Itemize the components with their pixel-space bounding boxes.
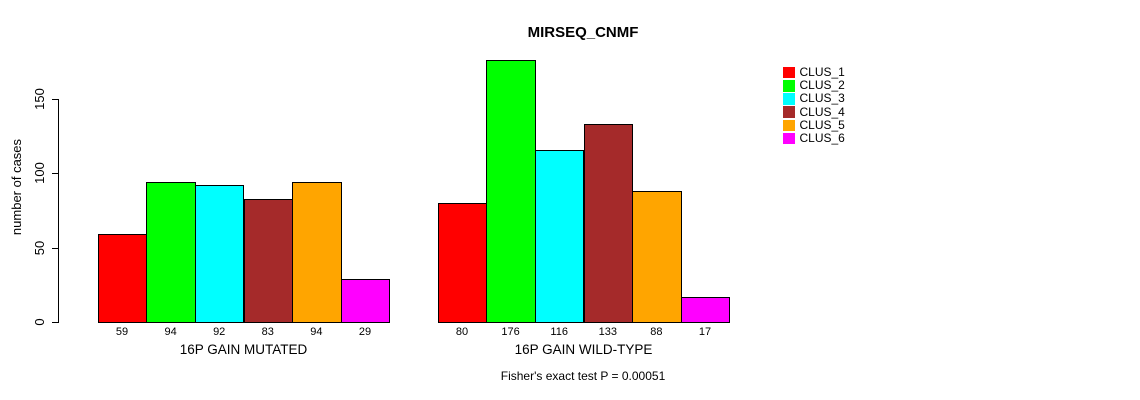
bar-value-label: 83 xyxy=(261,326,274,338)
y-axis-tick-label: 50 xyxy=(32,240,47,255)
bar-clus_6-2 xyxy=(680,296,731,323)
legend: CLUS_1 CLUS_2 CLUS_3 CLUS_4 CLUS_5 CLUS_6 xyxy=(783,66,845,145)
bar-clus_3-1 xyxy=(194,185,245,323)
legend-swatch-clus_2 xyxy=(783,80,795,92)
bar-clus_1-1 xyxy=(97,234,148,323)
bar-clus_5-1 xyxy=(292,182,342,323)
x-group-label: 16P GAIN MUTATED xyxy=(179,342,308,357)
y-axis-line xyxy=(58,98,59,323)
bar-value-label: 94 xyxy=(164,326,177,338)
legend-label: CLUS_1 xyxy=(799,65,845,80)
bar-value-label: 59 xyxy=(115,326,129,338)
legend-label: CLUS_5 xyxy=(799,117,845,132)
bar-clus_6-1 xyxy=(340,278,391,323)
legend-entry: CLUS_4 xyxy=(783,104,845,119)
chart-title: MIRSEQ_CNMF xyxy=(527,24,639,41)
legend-swatch-clus_1 xyxy=(783,66,795,79)
stat-annotation: Fisher's exact test P = 0.00051 xyxy=(500,369,666,383)
bar-value-label: 17 xyxy=(698,326,712,338)
y-axis-tick-label: 0 xyxy=(32,318,47,326)
bar-clus_3-2 xyxy=(534,149,585,323)
legend-entry: CLUS_5 xyxy=(783,117,845,132)
bar-clus_4-1 xyxy=(243,198,294,323)
legend-swatch-clus_3 xyxy=(783,93,795,105)
legend-swatch-clus_4 xyxy=(783,106,795,118)
bar-value-label: 80 xyxy=(455,326,469,338)
bar-clus_4-2 xyxy=(583,124,634,323)
bar-clus_1-2 xyxy=(437,203,488,323)
bar-clus_2-1 xyxy=(146,182,196,323)
y-axis-tick-label: 100 xyxy=(32,162,47,185)
bar-value-label: 176 xyxy=(501,326,520,338)
bar-clus_5-2 xyxy=(632,191,682,323)
legend-swatch-clus_6 xyxy=(783,132,795,145)
y-axis-tick xyxy=(52,247,58,249)
legend-swatch-clus_5 xyxy=(783,119,795,132)
legend-label: CLUS_6 xyxy=(799,131,845,146)
legend-label: CLUS_4 xyxy=(799,104,845,119)
legend-label: CLUS_3 xyxy=(799,91,845,106)
bar-value-label: 88 xyxy=(650,326,663,338)
legend-entry: CLUS_2 xyxy=(783,79,845,92)
legend-entry: CLUS_6 xyxy=(783,132,845,145)
y-axis-tick xyxy=(52,98,58,100)
x-group-label: 16P GAIN WILD-TYPE xyxy=(514,342,653,357)
bar-value-label: 133 xyxy=(598,326,617,338)
bar-clus_2-2 xyxy=(486,60,536,323)
bar-value-label: 116 xyxy=(550,326,568,338)
legend-label: CLUS_2 xyxy=(799,78,845,93)
y-axis-tick xyxy=(52,322,58,323)
legend-entry: CLUS_1 xyxy=(783,66,845,79)
bar-value-label: 92 xyxy=(213,326,226,338)
y-axis-tick-label: 150 xyxy=(32,88,47,110)
y-axis-tick xyxy=(52,173,58,175)
legend-entry: CLUS_3 xyxy=(783,92,845,105)
bar-value-label: 94 xyxy=(310,326,323,338)
bar-value-label: 29 xyxy=(358,326,372,338)
